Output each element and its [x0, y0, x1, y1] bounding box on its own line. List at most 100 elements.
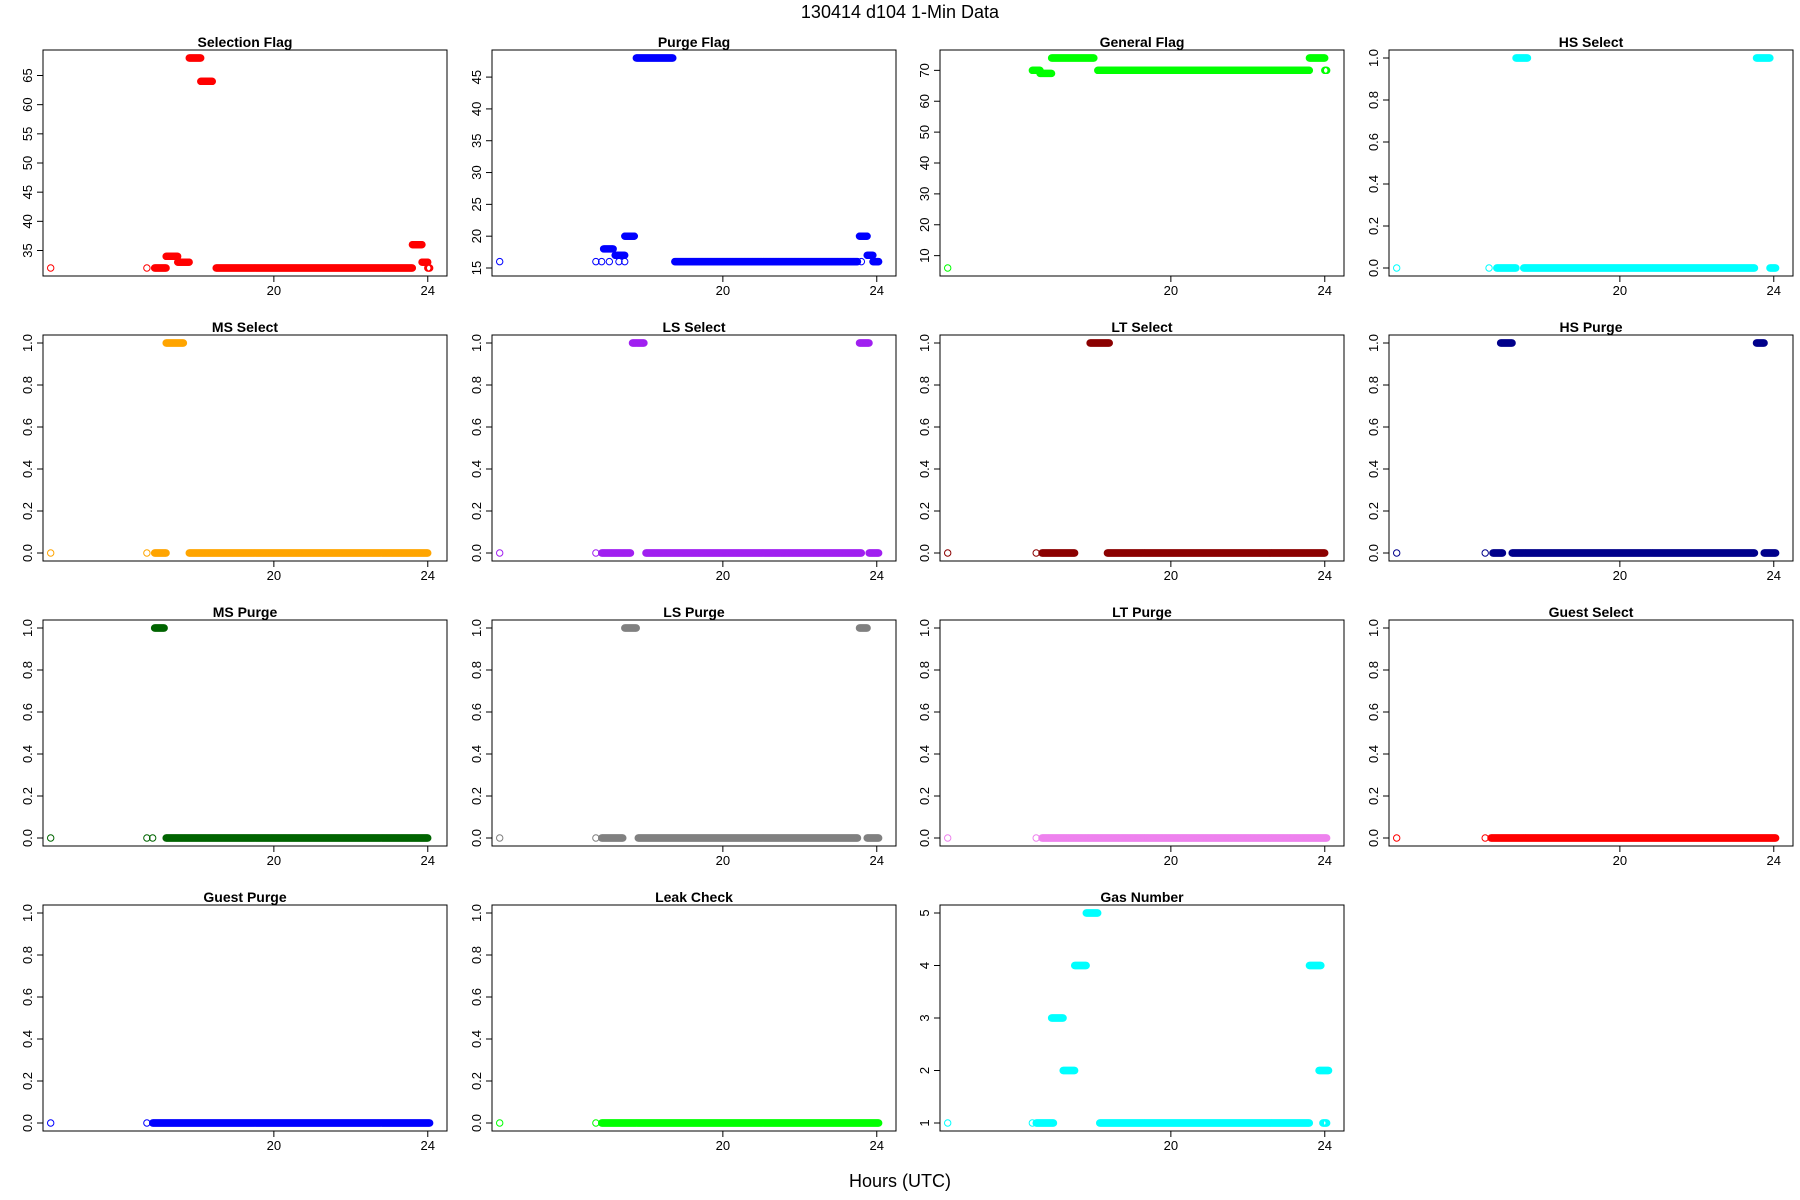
y-tick-label: 40	[917, 156, 932, 170]
panel-title: Purge Flag	[658, 34, 730, 50]
panel-title: Selection Flag	[198, 34, 293, 50]
x-tick-label: 20	[716, 568, 730, 583]
x-tick-label: 20	[267, 853, 281, 868]
y-tick-label: 10	[917, 248, 932, 262]
y-tick-label: 0.6	[20, 418, 35, 436]
y-tick-label: 1.0	[20, 334, 35, 352]
y-tick-label: 0.4	[1366, 175, 1381, 193]
plot-frame	[939, 49, 1345, 277]
y-tick-label: 20	[917, 218, 932, 232]
data-points	[943, 339, 1329, 557]
plot-frame	[491, 619, 897, 847]
y-tick-label: 45	[20, 185, 35, 199]
y-tick-label: 60	[20, 97, 35, 111]
y-tick-label: 0.0	[917, 544, 932, 562]
data-point	[408, 264, 417, 272]
y-tick-label: 0.8	[20, 376, 35, 394]
x-tick-label: 20	[1164, 283, 1178, 298]
y-tick-label: 1.0	[917, 334, 932, 352]
y-tick-label: 0.2	[917, 502, 932, 520]
y-tick-label: 0.6	[1366, 418, 1381, 436]
data-points	[943, 54, 1331, 272]
y-tick-label: 0.8	[917, 376, 932, 394]
plot-frame	[939, 334, 1345, 562]
y-tick-label: 50	[20, 156, 35, 170]
y-tick-label: 0.8	[20, 661, 35, 679]
y-tick-label: 0.0	[1366, 544, 1381, 562]
x-tick-label: 20	[267, 283, 281, 298]
x-tick-label: 24	[870, 568, 884, 583]
data-point	[46, 264, 55, 272]
panel-title: LT Purge	[1112, 604, 1172, 620]
y-tick-label: 0.4	[469, 745, 484, 763]
data-point	[863, 232, 871, 240]
data-point	[197, 54, 205, 62]
plot-frame	[1388, 334, 1794, 562]
y-tick-label: 1.0	[1366, 334, 1381, 352]
x-tick-label: 20	[1613, 568, 1627, 583]
data-point	[597, 257, 606, 266]
y-tick-label: 0.8	[1366, 91, 1381, 109]
y-tick-label: 40	[20, 214, 35, 228]
y-tick-label: 65	[20, 68, 35, 82]
data-point	[1392, 549, 1401, 557]
data-points	[46, 339, 432, 557]
data-point	[943, 549, 952, 557]
panel-title: LS Purge	[663, 604, 725, 620]
data-point	[857, 257, 866, 266]
x-tick-label: 20	[1613, 283, 1627, 298]
y-tick-label: 0.2	[1366, 217, 1381, 235]
data-point	[143, 549, 151, 557]
y-tick-label: 20	[469, 229, 484, 243]
x-tick-label: 24	[1767, 568, 1781, 583]
y-tick-label: 25	[469, 197, 484, 211]
data-points	[943, 834, 1331, 842]
y-tick-label: 0.4	[1366, 460, 1381, 478]
data-point	[495, 257, 504, 266]
y-tick-label: 0.6	[917, 703, 932, 721]
panel-title: LT Select	[1111, 319, 1173, 335]
y-tick-label: 30	[469, 165, 484, 179]
plot-frame	[42, 49, 448, 277]
data-points	[46, 624, 432, 842]
data-point	[605, 257, 614, 266]
y-tick-label: 0.0	[20, 829, 35, 847]
data-points	[1392, 339, 1780, 557]
y-tick-label: 55	[20, 127, 35, 141]
data-point	[46, 834, 55, 842]
y-tick-label: 0.2	[1366, 502, 1381, 520]
plot-frame	[939, 619, 1345, 847]
y-tick-label: 0.6	[1366, 133, 1381, 151]
data-point	[943, 834, 952, 842]
y-tick-label: 0.0	[20, 544, 35, 562]
data-points	[495, 54, 883, 266]
data-points	[495, 339, 883, 557]
figure-title: 130414 d104 1-Min Data	[800, 2, 1000, 22]
data-point	[1047, 69, 1056, 78]
y-tick-label: 0.8	[917, 661, 932, 679]
data-point	[495, 834, 504, 842]
data-point	[208, 77, 216, 86]
y-tick-label: 0.6	[469, 703, 484, 721]
y-tick-label: 0.4	[20, 460, 35, 478]
panel-title: HS Select	[1559, 34, 1624, 50]
y-tick-label: 15	[469, 261, 484, 275]
panel-title: General Flag	[1100, 34, 1185, 50]
y-tick-label: 1.0	[469, 619, 484, 637]
data-points	[495, 624, 883, 842]
plot-frame	[42, 334, 448, 562]
y-tick-label: 0.6	[917, 418, 932, 436]
data-point	[609, 245, 617, 253]
y-tick-label: 0.0	[469, 544, 484, 562]
x-tick-label: 24	[870, 853, 884, 868]
panel-title: MS Select	[212, 319, 278, 335]
y-tick-label: 40	[469, 102, 484, 116]
y-tick-label: 0.8	[469, 376, 484, 394]
